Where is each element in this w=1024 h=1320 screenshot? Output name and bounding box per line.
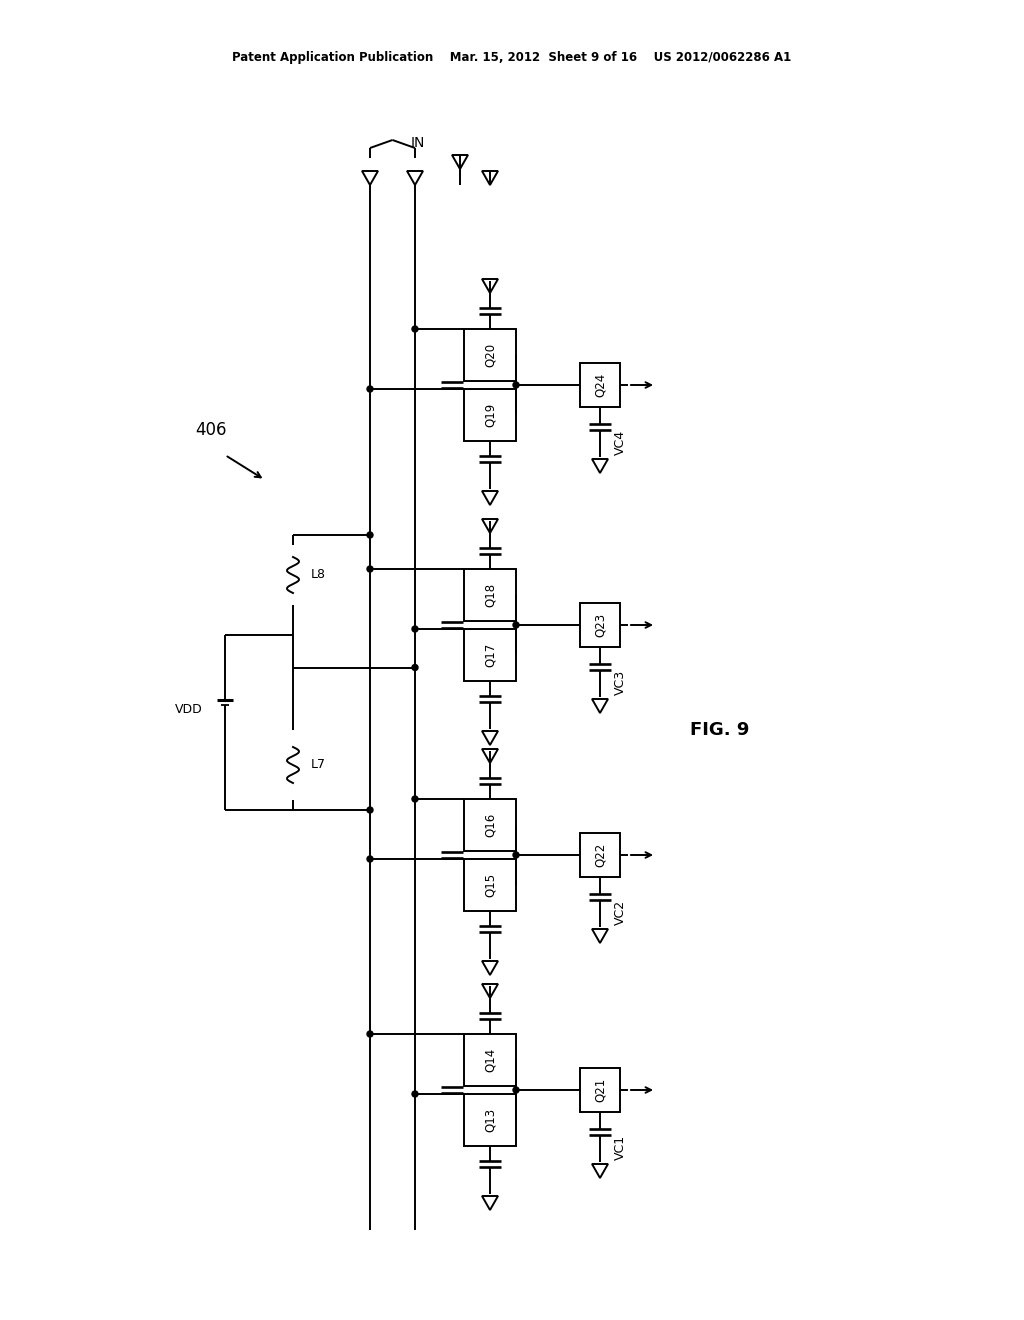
Circle shape <box>412 326 418 333</box>
Bar <box>580 363 620 407</box>
Bar <box>580 1068 620 1111</box>
Text: L8: L8 <box>311 569 326 582</box>
Circle shape <box>412 796 418 803</box>
Bar <box>464 859 516 911</box>
Bar <box>464 799 516 851</box>
Bar <box>464 1034 516 1086</box>
Text: Patent Application Publication    Mar. 15, 2012  Sheet 9 of 16    US 2012/006228: Patent Application Publication Mar. 15, … <box>232 51 792 65</box>
Text: Q23: Q23 <box>594 612 606 638</box>
Text: Q24: Q24 <box>594 372 606 397</box>
Bar <box>580 603 620 647</box>
Text: VC1: VC1 <box>613 1134 627 1159</box>
Circle shape <box>513 851 519 858</box>
Bar <box>464 1094 516 1146</box>
Text: Q20: Q20 <box>483 343 497 367</box>
Circle shape <box>367 566 373 572</box>
Text: Q15: Q15 <box>483 873 497 898</box>
Bar <box>464 389 516 441</box>
Text: VC4: VC4 <box>613 429 627 454</box>
Circle shape <box>367 807 373 813</box>
Circle shape <box>412 664 418 671</box>
Bar <box>464 630 516 681</box>
Text: 406: 406 <box>195 421 226 440</box>
Text: Q17: Q17 <box>483 643 497 667</box>
Text: Q14: Q14 <box>483 1048 497 1072</box>
Text: FIG. 9: FIG. 9 <box>690 721 750 739</box>
Text: Q22: Q22 <box>594 843 606 867</box>
Text: VC3: VC3 <box>613 669 627 694</box>
Bar <box>464 569 516 620</box>
Text: L7: L7 <box>311 759 326 771</box>
Text: Q19: Q19 <box>483 403 497 428</box>
Circle shape <box>367 385 373 392</box>
Circle shape <box>513 1086 519 1093</box>
Bar <box>464 329 516 381</box>
Circle shape <box>513 622 519 628</box>
Text: Q16: Q16 <box>483 813 497 837</box>
Circle shape <box>412 626 418 632</box>
Circle shape <box>412 1092 418 1097</box>
Text: VDD: VDD <box>175 704 203 715</box>
Circle shape <box>513 381 519 388</box>
Bar <box>580 833 620 876</box>
Circle shape <box>367 1031 373 1038</box>
Text: VC2: VC2 <box>613 899 627 924</box>
Text: IN: IN <box>411 136 425 150</box>
Text: Q21: Q21 <box>594 1078 606 1102</box>
Text: Q13: Q13 <box>483 1107 497 1133</box>
Circle shape <box>367 855 373 862</box>
Text: Q18: Q18 <box>483 583 497 607</box>
Circle shape <box>367 532 373 539</box>
